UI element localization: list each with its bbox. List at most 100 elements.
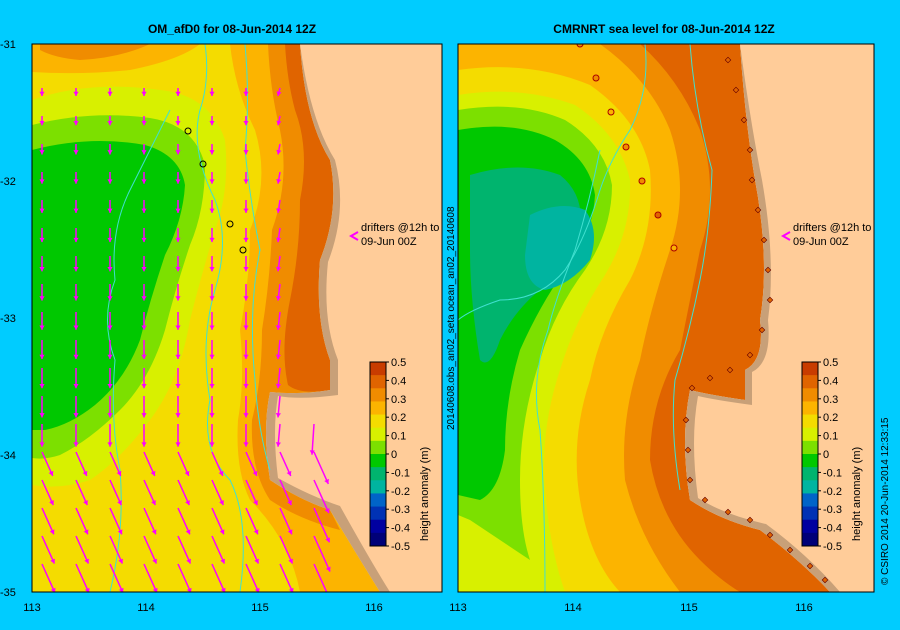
- drifter-arrow-head: [39, 413, 45, 418]
- drifter-arrow-head: [152, 558, 157, 564]
- colorbar-segment: [802, 440, 818, 455]
- drifter-arrow: [178, 591, 179, 592]
- drifter-arrow-head: [50, 558, 55, 564]
- drifter-arrow-head: [141, 442, 147, 447]
- colorbar-segment: [802, 493, 818, 508]
- right-coastal-markers: [682, 56, 829, 584]
- drifter-arrow-head: [39, 267, 45, 272]
- colorbar-segment: [370, 427, 386, 442]
- drifter-arrow-head: [209, 442, 215, 447]
- colorbar-tick-label: -0.1: [823, 467, 842, 479]
- coastal-marker: [701, 496, 709, 504]
- coastal-marker: [806, 562, 814, 570]
- coastal-marker: [754, 206, 762, 214]
- lon-tick-label: 115: [680, 602, 698, 614]
- drifter-arrow-head: [73, 354, 79, 359]
- drifter-arrow-head: [39, 120, 45, 126]
- colorbar-tick-label: 0.1: [823, 431, 838, 443]
- left-lat-ticks: -31 -32 -33 -34 -35: [0, 39, 16, 599]
- drifter-marker: [576, 44, 584, 48]
- drifter-arrow-head: [39, 296, 45, 301]
- coastal-marker: [732, 86, 740, 94]
- lon-tick-label: 116: [365, 602, 383, 614]
- drifter-arrow-head: [107, 413, 113, 418]
- lon-tick-label: 114: [137, 602, 155, 614]
- drifter-arrow-head: [83, 529, 89, 535]
- drifter-arrow: [211, 451, 224, 477]
- drifter-arrow-head: [175, 208, 181, 213]
- drifter-arrow-head: [175, 120, 181, 126]
- drifter-arrow-head: [255, 617, 260, 622]
- drifter-arrow: [109, 563, 124, 592]
- drifter-arrow: [75, 535, 90, 564]
- drifter-arrow-head: [141, 354, 147, 359]
- drifter-arrow-head: [275, 354, 282, 359]
- drifter-arrow: [212, 591, 213, 592]
- drifter-arrow-head: [243, 296, 249, 301]
- drifter-arrow-head: [288, 587, 294, 592]
- colorbar-segment: [370, 493, 386, 508]
- drifter-arrow-head: [84, 558, 89, 564]
- drifter-arrow-head: [141, 296, 147, 301]
- lon-tick-label: 113: [23, 602, 41, 614]
- colorbar-tick-label: 0: [823, 449, 829, 461]
- coastal-marker: [684, 446, 692, 454]
- drifter-arrow-head: [286, 470, 292, 476]
- drifter-arrow-head: [73, 237, 79, 243]
- colorbar-tick-label: -0.4: [823, 523, 842, 535]
- right-lon-ticks: 113 114 115 116: [449, 602, 813, 614]
- right-sea-level-field: [458, 44, 874, 592]
- drifter-arrow-head: [209, 413, 215, 418]
- lat-tick-label: -35: [0, 587, 16, 599]
- drifter-arrow: [75, 451, 88, 477]
- drifter-arrow-head: [325, 566, 331, 572]
- colorbar-segment: [802, 519, 818, 534]
- drifter-arrow-head: [184, 470, 190, 476]
- colorbar-segment: [802, 414, 818, 429]
- colorbar-segment: [802, 388, 818, 402]
- colorbar-tick-label: 0.3: [391, 394, 406, 406]
- drifter-arrow-head: [209, 267, 215, 272]
- coastal-marker: [724, 56, 732, 64]
- coastal-marker: [766, 296, 774, 304]
- lon-tick-label: 114: [564, 602, 582, 614]
- drifter-arrow: [143, 451, 156, 477]
- drifter-arrow: [313, 507, 331, 543]
- drifter-arrow-head: [254, 587, 260, 592]
- drifter-arrow-head: [175, 354, 181, 359]
- drifter-arrow-head: [50, 587, 56, 592]
- credit-label: © CSIRO 2014 20-Jun-2014 12:33:15: [880, 417, 891, 585]
- colorbar-tick-label: 0.5: [823, 357, 838, 369]
- drifter-marker: [226, 220, 234, 228]
- drifter-arrow-head: [73, 267, 79, 272]
- colorbar-segment: [802, 362, 818, 376]
- colorbar-tick-label: -0.5: [823, 541, 842, 553]
- left-sea-level-field: [32, 44, 442, 622]
- drifter-arrow-head: [276, 179, 282, 184]
- drifter-arrow: [313, 535, 331, 572]
- coastal-marker: [748, 176, 756, 184]
- drifter-arrow-head: [175, 413, 181, 418]
- drifter-arrow: [109, 479, 122, 506]
- drifter-arrow: [177, 451, 190, 477]
- drifter-arrow-head: [141, 150, 147, 155]
- drifter-arrow-head: [326, 596, 331, 601]
- drifter-arrow-head: [107, 91, 113, 96]
- drifter-arrow-head: [107, 120, 113, 126]
- drifter-arrow-head: [39, 150, 45, 155]
- drifter-arrow-head: [51, 617, 56, 622]
- drifter-arrow-head: [275, 442, 281, 447]
- drifter-arrow: [41, 507, 55, 535]
- lat-tick-label: -32: [0, 176, 16, 188]
- drifter-arrow-head: [243, 91, 249, 96]
- left-drifter-note-line1: drifters @12h to: [361, 222, 439, 234]
- colorbar-tick-label: -0.4: [391, 523, 410, 535]
- drifter-arrow: [279, 479, 292, 506]
- drifter-arrow: [109, 507, 123, 535]
- left-colorbar: 0.5 0.4 0.3 0.2 0.1 0 -0.1 -0.2 -0.3 -0.4 -0.5 heig…: [369, 357, 431, 553]
- drifter-arrow-head: [141, 383, 147, 389]
- lat-tick-label: -33: [0, 313, 16, 325]
- drifter-arrow: [41, 535, 56, 564]
- drifter-arrow-head: [287, 500, 292, 506]
- drifter-arrow-head: [209, 237, 215, 243]
